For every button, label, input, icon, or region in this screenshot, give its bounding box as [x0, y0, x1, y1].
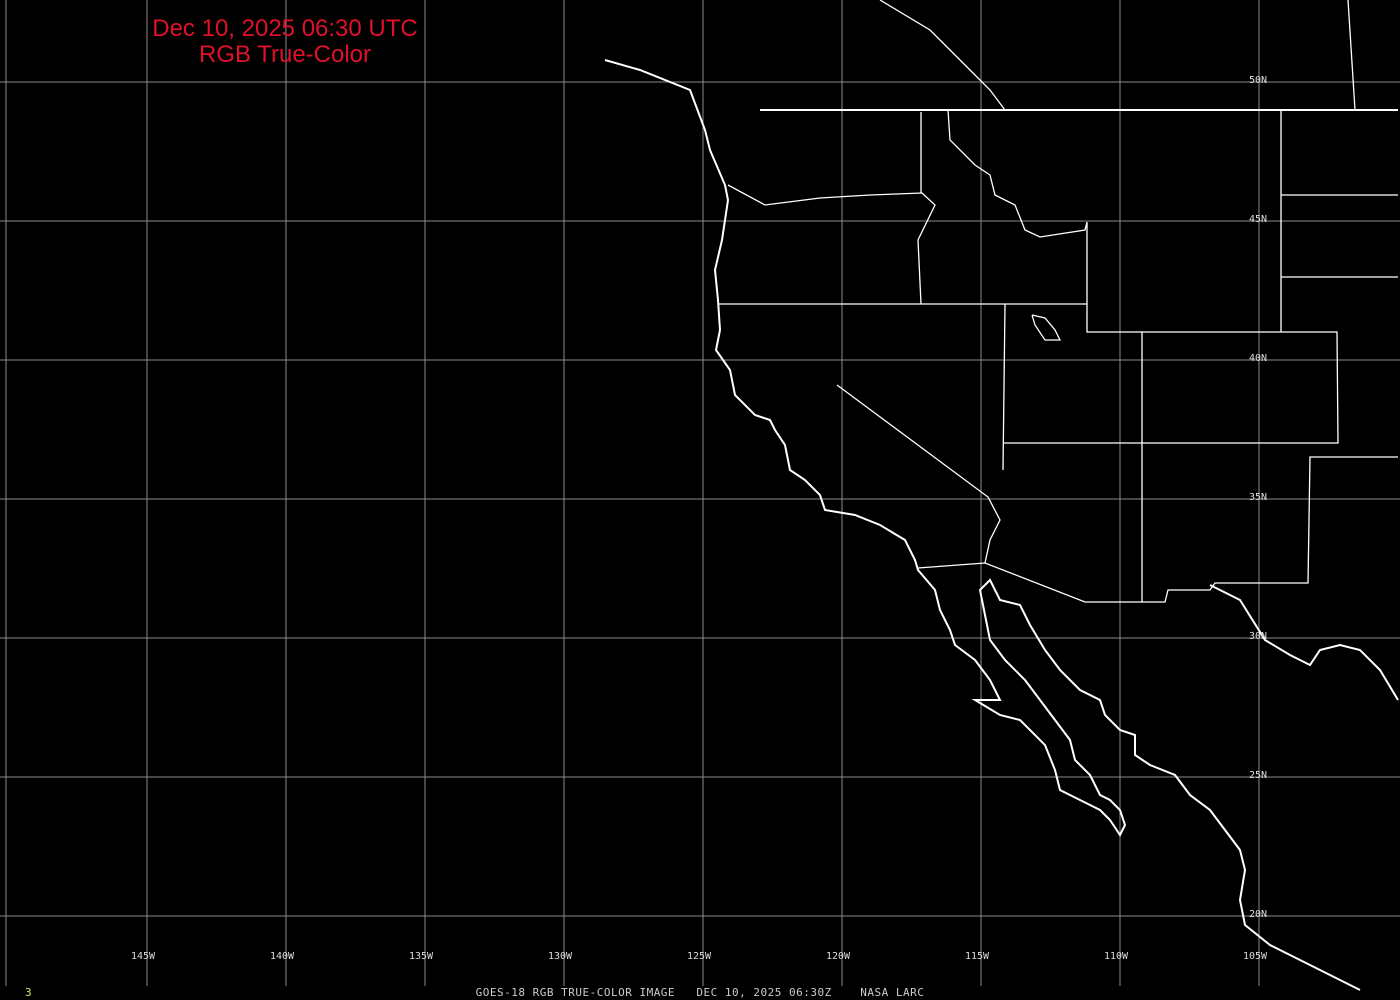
longitude-label: 130W — [548, 951, 573, 962]
longitude-label: 140W — [270, 951, 295, 962]
title-datetime: Dec 10, 2025 06:30 UTC — [152, 15, 418, 42]
longitude-label: 135W — [409, 951, 434, 962]
arizona-north-border — [1003, 331, 1339, 444]
coastlines-and-borders — [604, 0, 1399, 991]
latitude-label: 45N — [1249, 214, 1268, 225]
latitude-label: 40N — [1249, 353, 1268, 364]
nevada-east-border — [1002, 303, 1006, 471]
latitude-label: 30N — [1249, 631, 1268, 642]
mexico-gulf-coast — [1209, 584, 1399, 701]
bc-coast — [879, 0, 1006, 111]
longitude-label: 120W — [826, 951, 851, 962]
longitude-label: 115W — [965, 951, 990, 962]
ca-nv-border — [836, 384, 1001, 564]
us-mexico-border — [917, 456, 1398, 603]
footer-caption: GOES-18 RGB TRUE-COLOR IMAGE DEC 10, 202… — [475, 986, 925, 999]
pacific-coastline — [604, 59, 1361, 991]
wa-or-border — [727, 184, 936, 305]
latitude-label: 20N — [1249, 909, 1268, 920]
frame-number: 3 — [25, 986, 32, 999]
alberta-border — [1347, 0, 1356, 111]
longitude-label: 125W — [687, 951, 712, 962]
latitude-label: 35N — [1249, 492, 1268, 503]
title-product: RGB True-Color — [198, 41, 372, 68]
latitude-label: 50N — [1249, 75, 1268, 86]
longitude-label: 110W — [1104, 951, 1129, 962]
idaho-montana-border — [947, 109, 1143, 602]
great-salt-lake — [1031, 314, 1062, 341]
latitude-label: 25N — [1249, 770, 1268, 781]
longitude-label: 105W — [1243, 951, 1268, 962]
longitude-label: 145W — [131, 951, 156, 962]
